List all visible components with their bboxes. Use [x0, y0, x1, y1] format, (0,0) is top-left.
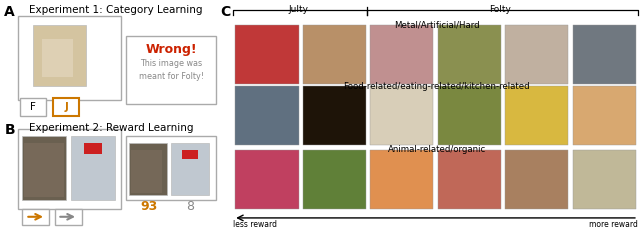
- Text: This image was
meant for Folty!: This image was meant for Folty!: [139, 59, 204, 81]
- Text: A: A: [4, 5, 15, 19]
- Bar: [371, 150, 433, 209]
- Text: 93: 93: [140, 200, 157, 213]
- Bar: [131, 150, 163, 193]
- Text: Metal/Artificial/Hard: Metal/Artificial/Hard: [394, 20, 479, 30]
- Text: J: J: [64, 102, 68, 112]
- Bar: [20, 98, 46, 116]
- Bar: [303, 25, 366, 84]
- Bar: [371, 86, 433, 145]
- Bar: [573, 150, 636, 209]
- Text: Experiment 1: Category Learning: Experiment 1: Category Learning: [29, 5, 202, 15]
- Bar: [18, 16, 122, 100]
- Text: Food-related/eating-related/kitchen-related: Food-related/eating-related/kitchen-rela…: [343, 82, 530, 91]
- Bar: [573, 25, 636, 84]
- Bar: [236, 25, 299, 84]
- Bar: [438, 25, 501, 84]
- Bar: [33, 25, 86, 86]
- Bar: [573, 86, 636, 145]
- Bar: [126, 136, 216, 200]
- Text: B: B: [4, 123, 15, 137]
- Bar: [129, 143, 166, 195]
- Text: Folty: Folty: [489, 5, 511, 14]
- Bar: [371, 25, 433, 84]
- Bar: [70, 136, 115, 200]
- Bar: [84, 143, 102, 154]
- Bar: [53, 98, 79, 116]
- Bar: [126, 36, 216, 104]
- Bar: [505, 86, 568, 145]
- Bar: [55, 209, 82, 225]
- Text: less reward: less reward: [233, 220, 277, 227]
- Text: Wrong!: Wrong!: [145, 43, 197, 56]
- Bar: [171, 143, 209, 195]
- Bar: [303, 86, 366, 145]
- Bar: [24, 143, 64, 197]
- Bar: [505, 150, 568, 209]
- Text: more reward: more reward: [589, 220, 638, 227]
- Bar: [182, 150, 198, 159]
- Text: 8: 8: [186, 200, 195, 213]
- Bar: [18, 129, 122, 209]
- Text: C: C: [221, 5, 231, 19]
- Bar: [438, 86, 501, 145]
- Text: F: F: [30, 102, 36, 112]
- Bar: [505, 25, 568, 84]
- Text: Julty: Julty: [289, 5, 309, 14]
- Bar: [303, 150, 366, 209]
- Bar: [438, 150, 501, 209]
- Bar: [236, 86, 299, 145]
- Bar: [42, 39, 73, 77]
- Bar: [236, 150, 299, 209]
- Text: Experiment 2: Reward Learning: Experiment 2: Reward Learning: [29, 123, 193, 133]
- Bar: [22, 136, 67, 200]
- Bar: [22, 209, 49, 225]
- Text: Animal-related/organic: Animal-related/organic: [387, 145, 486, 154]
